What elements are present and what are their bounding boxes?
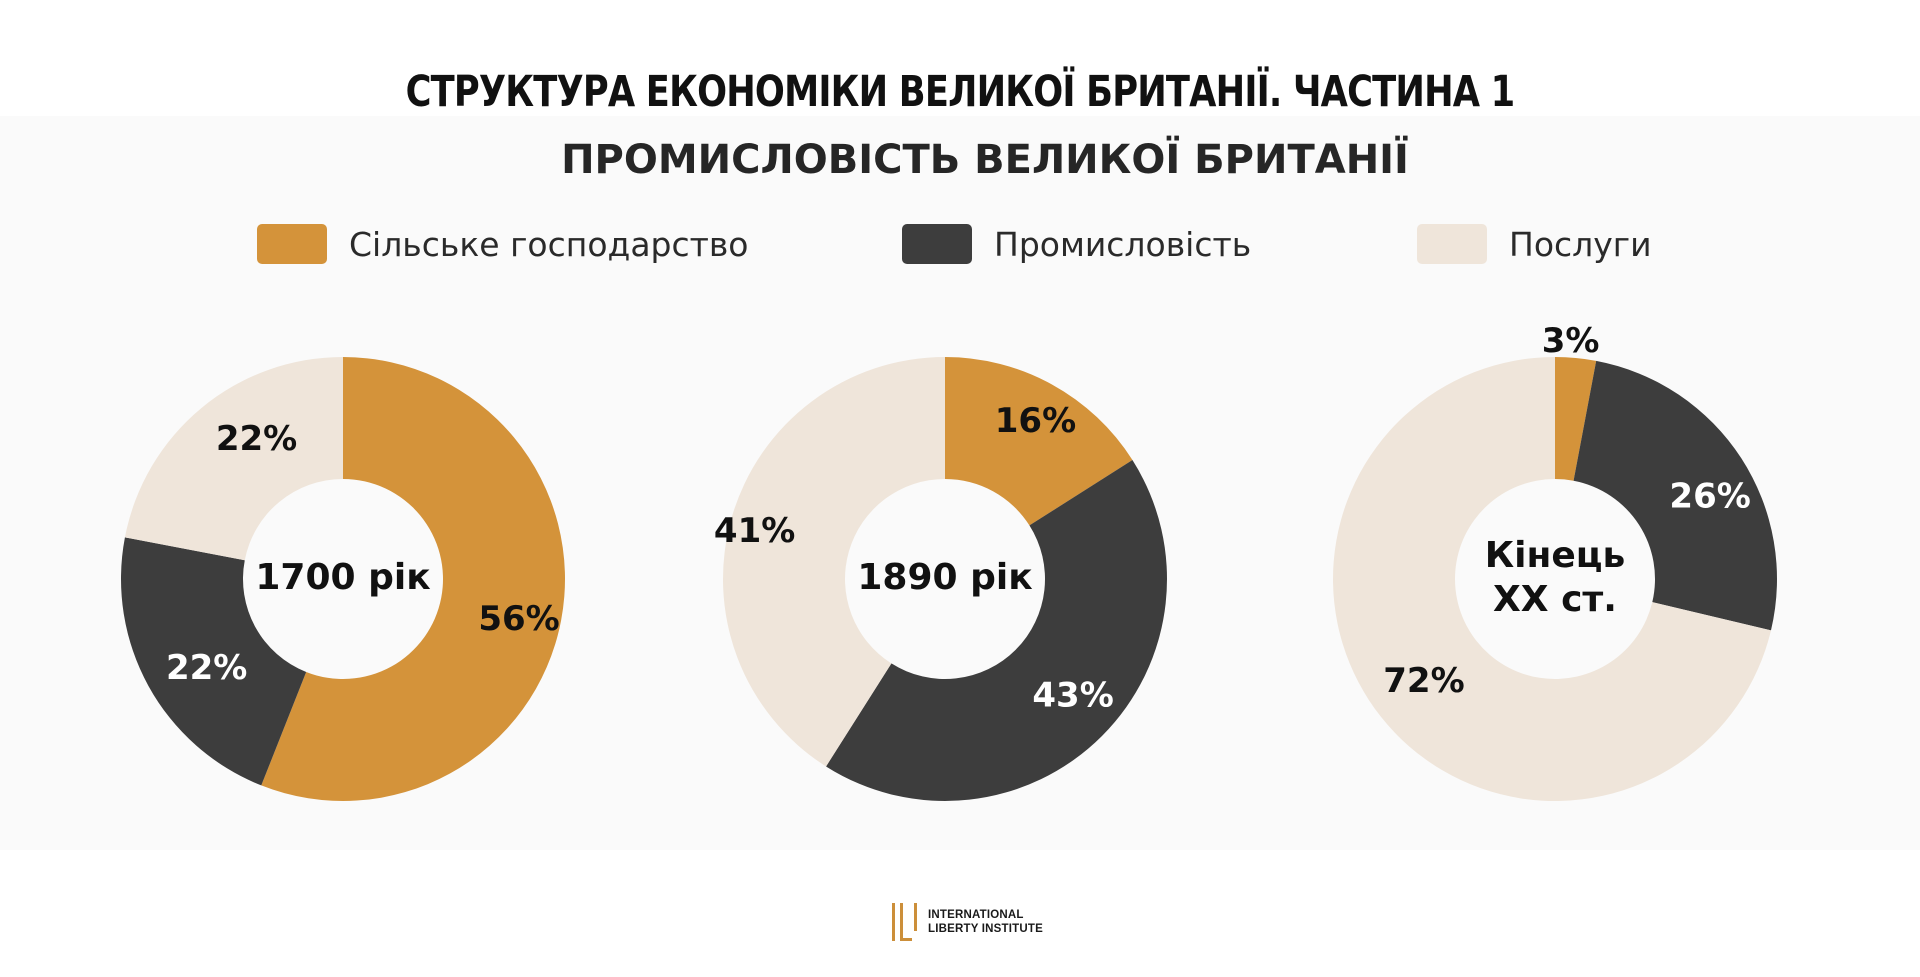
- legend-label-services: Послуги: [1509, 224, 1652, 264]
- value-label-1700-industry: 22%: [166, 648, 247, 688]
- legend-swatch-industry: [902, 224, 972, 264]
- center-label-1700-0: 1700 рік: [255, 557, 430, 598]
- legend-label-agriculture: Сільське господарство: [349, 224, 749, 264]
- center-label-end-xx-1: XX ст.: [1493, 579, 1617, 620]
- value-label-end-xx-agriculture: 3%: [1542, 321, 1600, 361]
- logo: INTERNATIONAL LIBERTY INSTITUTE: [890, 900, 1043, 944]
- slice-1700-agriculture: [261, 357, 565, 802]
- slice-end-xx-agriculture: [1555, 357, 1597, 481]
- page-title: СТРУКТУРА ЕКОНОМІКИ ВЕЛИКОЇ БРИТАНІЇ. ЧА…: [405, 67, 1516, 117]
- value-label-end-xx-services: 72%: [1383, 661, 1464, 701]
- logo-line-2: LIBERTY INSTITUTE: [928, 923, 1043, 935]
- slice-end-xx-industry: [1573, 360, 1777, 631]
- logo-text: INTERNATIONAL LIBERTY INSTITUTE: [928, 908, 1043, 936]
- legend-swatch-services: [1417, 224, 1487, 264]
- legend-swatch-agriculture: [257, 224, 327, 264]
- value-label-1700-agriculture: 56%: [478, 599, 559, 639]
- legend-item-agriculture: Сільське господарство: [257, 222, 749, 266]
- slice-end-xx-services: [1333, 357, 1771, 802]
- center-label-1890-0: 1890 рік: [857, 557, 1032, 598]
- logo-line-1: INTERNATIONAL: [928, 909, 1024, 921]
- donut-1890: 16% 43% 41% 1890 рік: [714, 357, 1167, 801]
- logo-mark-icon: [890, 901, 920, 943]
- value-label-end-xx-industry: 26%: [1669, 477, 1750, 517]
- slice-1890-industry: [826, 460, 1167, 801]
- slice-1700-industry: [121, 537, 307, 786]
- chart-title: ПРОМИСЛОВІСТЬ ВЕЛИКОЇ БРИТАНІЇ: [561, 137, 1409, 183]
- value-label-1890-services: 41%: [714, 511, 795, 551]
- center-label-end-xx-0: Кінець: [1485, 535, 1626, 576]
- slice-1890-services: [723, 357, 945, 767]
- legend-label-industry: Промисловість: [994, 224, 1252, 264]
- legend-item-services: Послуги: [1417, 222, 1652, 266]
- value-label-1890-industry: 43%: [1032, 676, 1113, 716]
- slice-1890-agriculture: [945, 357, 1133, 526]
- slice-1700-services: [124, 357, 344, 561]
- legend-item-industry: Промисловість: [902, 222, 1251, 266]
- value-label-1700-services: 22%: [216, 419, 297, 459]
- value-label-1890-agriculture: 16%: [995, 401, 1076, 441]
- donut-1700: 56% 22% 22% 1700 рік: [121, 357, 565, 802]
